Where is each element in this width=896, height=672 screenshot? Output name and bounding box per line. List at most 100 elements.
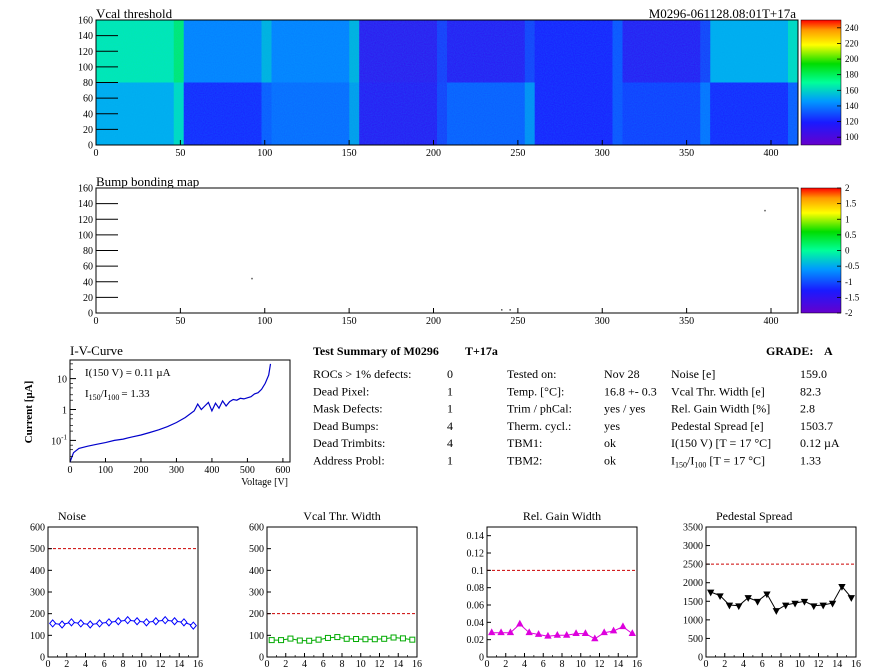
summary-tag: T+17a <box>465 344 498 358</box>
small-chart-frame <box>705 526 857 658</box>
y-tick-label: 0.04 <box>467 618 485 629</box>
x-tick-label: 14 <box>393 659 403 670</box>
x-tick-label: 0 <box>485 659 490 670</box>
y-tick-label: 200 <box>249 609 264 620</box>
result-value: 0.12 µA <box>800 436 840 450</box>
x-tick-label: 4 <box>302 659 307 670</box>
series-line <box>710 585 852 612</box>
small-chart-title: Noise <box>58 509 86 523</box>
vcal-threshold-palette-ticks: 100 120 140 160 180 200 220 240 <box>837 23 859 142</box>
defect-value: 1 <box>447 384 453 398</box>
y-tick-label: 140 <box>78 199 93 210</box>
condition-value: Nov 28 <box>604 367 640 381</box>
bump-bonding-frame <box>95 187 799 314</box>
x-tick-label: 16 <box>632 659 642 670</box>
data-point <box>334 634 341 641</box>
defect-value: 0 <box>447 367 453 381</box>
dead-bump-point <box>509 309 511 311</box>
data-point <box>810 603 818 611</box>
palette-tick-label: -1 <box>845 277 853 287</box>
x-tick-label: 12 <box>595 659 605 670</box>
x-tick-label: 14 <box>174 659 184 670</box>
result-label: I150/I100 [T = 17 °C] <box>671 454 765 470</box>
condition-value: ok <box>604 454 616 468</box>
summary-defects-list: ROCs > 1% defects: 0 Dead Pixel: 1 Mask Defe… <box>313 367 453 468</box>
data-point <box>189 621 197 630</box>
data-point <box>371 636 378 643</box>
data-point <box>506 628 515 636</box>
defect-label: ROCs > 1% defects: <box>313 367 411 381</box>
iv-x-tick-label: 200 <box>133 465 148 476</box>
vcal-threshold-palette-frame <box>800 19 842 146</box>
x-tick-label: 400 <box>764 316 779 327</box>
x-tick-label: 8 <box>340 659 345 670</box>
result-value: 82.3 <box>800 384 821 398</box>
x-tick-label: 150 <box>342 316 357 327</box>
summary-conditions-list: Tested on: Nov 28 Temp. [°C]: 16.8 +- 0.3 Tr… <box>507 367 657 468</box>
y-tick-label: 300 <box>249 588 264 599</box>
data-point <box>152 616 160 626</box>
dead-bump-point <box>501 309 503 311</box>
x-tick-label: 2 <box>722 659 727 670</box>
y-tick-label: 400 <box>30 566 45 577</box>
x-tick-label: 10 <box>795 659 805 670</box>
data-point <box>58 620 66 629</box>
defect-label: Mask Defects: <box>313 402 383 416</box>
palette-tick-label: -1.5 <box>845 292 860 302</box>
result-value: 1.33 <box>800 454 821 468</box>
vcal-threshold-y-ticks: 0 20 40 60 80 100 120 140 160 <box>78 16 118 152</box>
palette-tick-label: 140 <box>845 101 859 111</box>
x-tick-label: 100 <box>257 316 272 327</box>
data-point <box>544 631 552 639</box>
iv-x-tick-label: 400 <box>204 465 219 476</box>
module-id-label: M0296-061128.08:01T+17a <box>649 6 797 21</box>
y-tick-label: 100 <box>78 62 93 73</box>
iv-annotation-current: I(150 V) = 0.11 µA <box>85 367 171 379</box>
y-tick-label: 0 <box>88 141 93 152</box>
vcal-threshold-map: Vcal threshold M0296-061128.08:01T+17a 0… <box>78 6 859 159</box>
x-tick-label: 0 <box>46 659 51 670</box>
bump-bonding-y-ticks: 0 20 40 60 80 100 120 140 160 <box>78 184 118 320</box>
condition-label: TBM1: <box>507 436 542 450</box>
data-point <box>324 634 331 641</box>
y-tick-label: 20 <box>83 125 93 136</box>
data-point <box>49 619 57 628</box>
palette-tick-label: 0.5 <box>845 230 857 240</box>
summary-results-list: Noise [e] 159.0 Vcal Thr. Width [e] 82.3 Rel… <box>671 367 840 470</box>
result-label: Noise [e] <box>671 367 715 381</box>
iv-y-tick-label: 10-1 <box>51 433 67 447</box>
data-point <box>772 608 780 615</box>
x-tick-label: 10 <box>356 659 366 670</box>
iv-x-ticks: 0 100 200 300 400 500 600 <box>68 458 290 476</box>
defect-label: Dead Pixel: <box>313 384 369 398</box>
y-tick-label: 0.12 <box>467 549 485 560</box>
x-tick-label: 16 <box>851 659 861 670</box>
x-tick-label: 400 <box>764 148 779 159</box>
defect-label: Dead Trimbits: <box>313 436 385 450</box>
bump-bonding-map: Bump bonding map 0 50 100 150 200 250 300 350 40… <box>78 174 860 327</box>
y-tick-label: 0 <box>698 653 703 664</box>
y-tick-label: 3500 <box>683 523 703 534</box>
data-point <box>124 615 132 625</box>
grade-value: A <box>824 344 833 358</box>
data-point <box>353 636 360 643</box>
data-point <box>600 628 608 636</box>
x-tick-label: 0 <box>94 148 99 159</box>
data-point <box>725 602 734 610</box>
defect-value: 4 <box>447 419 453 433</box>
data-point <box>390 634 397 641</box>
summary-title: Test Summary of M0296 <box>313 344 439 358</box>
y-tick-label: 80 <box>83 78 93 89</box>
data-point <box>609 626 618 634</box>
vcal-threshold-x-ticks: 0 50 100 150 200 250 300 350 400 <box>94 140 779 159</box>
x-tick-label: 250 <box>510 316 525 327</box>
data-point <box>707 589 715 597</box>
x-tick-label: 6 <box>321 659 326 670</box>
y-tick-label: 0 <box>88 309 93 320</box>
x-tick-label: 8 <box>121 659 126 670</box>
data-point <box>534 630 543 637</box>
series-line <box>491 623 633 640</box>
data-point <box>753 598 762 606</box>
result-value: 159.0 <box>800 367 827 381</box>
palette-tick-label: 200 <box>845 54 859 64</box>
